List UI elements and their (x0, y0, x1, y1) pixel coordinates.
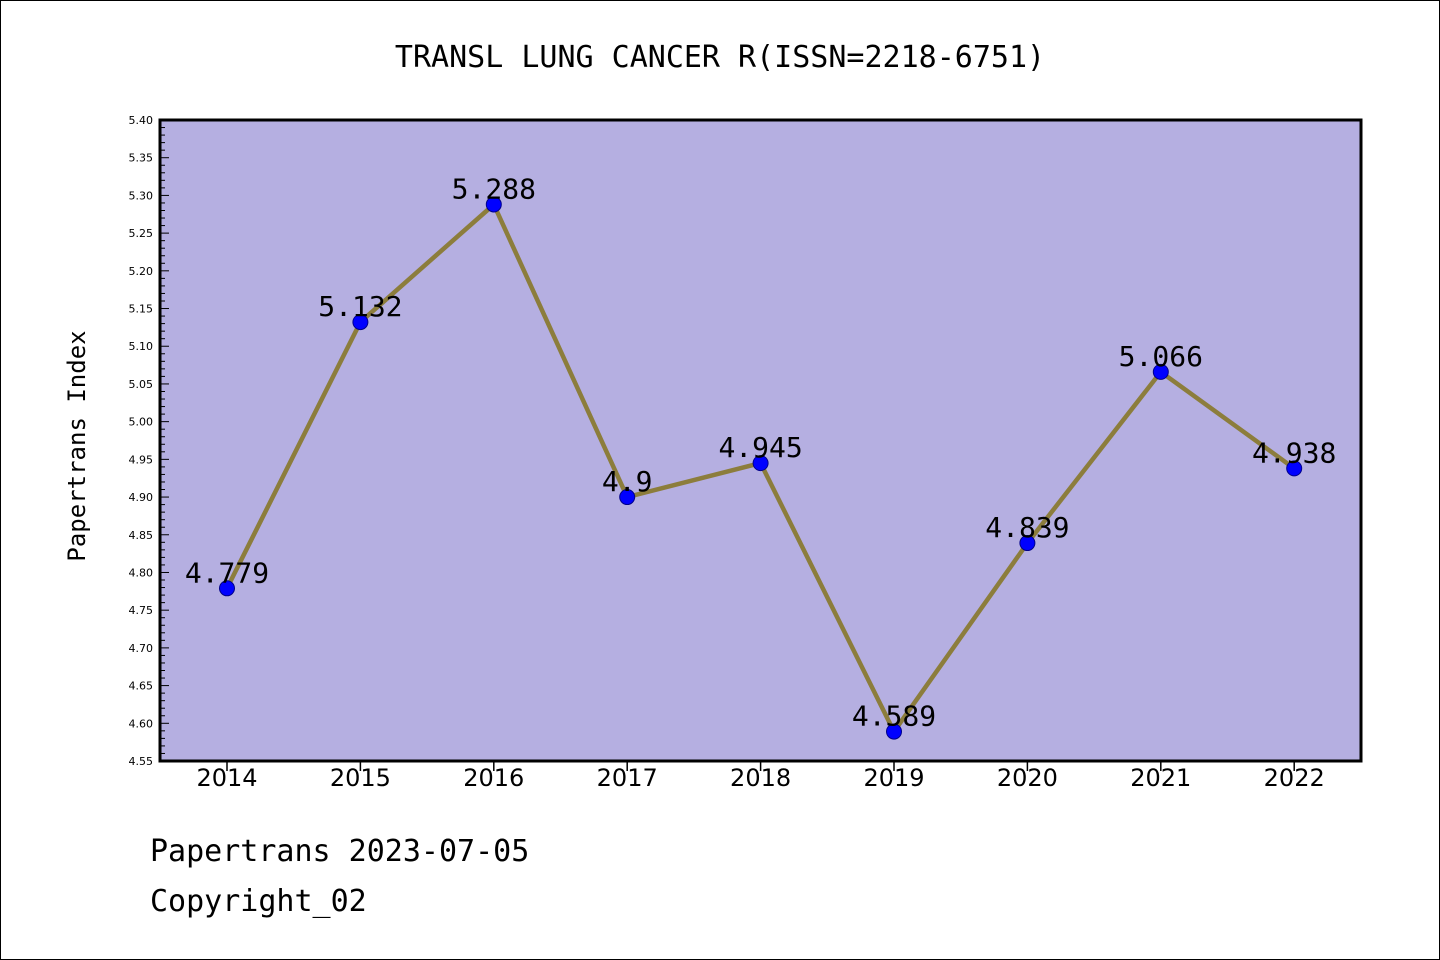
y-tick-label: 4.65 (129, 680, 154, 693)
y-tick-label: 5.40 (129, 114, 154, 127)
x-tick-label: 2020 (997, 764, 1058, 792)
data-point (219, 580, 235, 597)
y-tick-label: 5.35 (129, 152, 154, 165)
y-tick-label: 5.25 (129, 227, 154, 240)
y-tick-label: 4.90 (129, 491, 154, 504)
x-tick-label: 2022 (1264, 764, 1325, 792)
x-tick-label: 2016 (463, 764, 524, 792)
y-tick-label: 4.80 (129, 566, 154, 579)
data-point (1019, 535, 1036, 552)
y-axis: 4.55 4.60 4.65 4.70 4.75 4.80 4.85 4.90 4.95 5.00… (129, 114, 169, 768)
plot-border (158, 118, 1363, 763)
x-tick-label: 2018 (730, 764, 791, 792)
data-label: 4.589 (852, 700, 936, 733)
plot-area (160, 120, 1361, 761)
data-point (1286, 460, 1303, 477)
footer-date: Papertrans 2023-07-05 (150, 834, 530, 869)
y-tick-label: 5.20 (129, 265, 154, 278)
y-tick-label: 5.15 (129, 303, 154, 316)
data-label: 4.938 (1252, 436, 1336, 469)
x-tick-label: 2021 (1130, 764, 1191, 792)
data-label: 4.9 (602, 465, 653, 498)
x-tick-label: 2014 (196, 764, 257, 792)
x-tick-label: 2019 (863, 764, 924, 792)
y-axis-label: Papertrans Index (63, 330, 91, 561)
data-label: 5.288 (452, 172, 536, 205)
y-tick-label: 4.75 (129, 604, 154, 617)
data-label: 4.779 (185, 556, 269, 589)
x-tick-label: 2015 (330, 764, 391, 792)
data-point (352, 314, 369, 331)
data-label: 4.839 (985, 511, 1069, 544)
y-tick-label: 5.30 (129, 189, 154, 202)
data-label: 5.066 (1119, 340, 1203, 373)
data-point (752, 455, 769, 472)
data-point (485, 196, 502, 213)
data-point (1152, 363, 1169, 380)
y-tick-label: 5.05 (129, 378, 154, 391)
series-group (219, 196, 1303, 740)
x-axis: 2014 2015 2016 2017 2018 2019 2020 2021 2022 (196, 761, 1325, 792)
y-tick-label: 5.10 (129, 340, 154, 353)
y-tick-label: 4.85 (129, 529, 154, 542)
y-tick-label: 4.55 (129, 755, 154, 768)
data-point (886, 723, 902, 740)
data-label: 5.132 (318, 290, 402, 323)
y-tick-label: 4.95 (129, 453, 154, 466)
y-tick-label: 4.70 (129, 642, 154, 655)
x-tick-label: 2017 (597, 764, 658, 792)
y-tick-label: 5.00 (129, 416, 154, 429)
data-point (619, 489, 636, 506)
data-label: 4.945 (718, 431, 802, 464)
chart-title: TRANSL LUNG CANCER R(ISSN=2218-6751) (395, 40, 1045, 75)
y-tick-label: 4.60 (129, 717, 154, 730)
footer-copyright: Copyright_02 (150, 884, 367, 919)
data-labels: 4.779 5.132 5.288 4.9 4.945 4.589 4.839 5.066 4.… (185, 172, 1336, 732)
